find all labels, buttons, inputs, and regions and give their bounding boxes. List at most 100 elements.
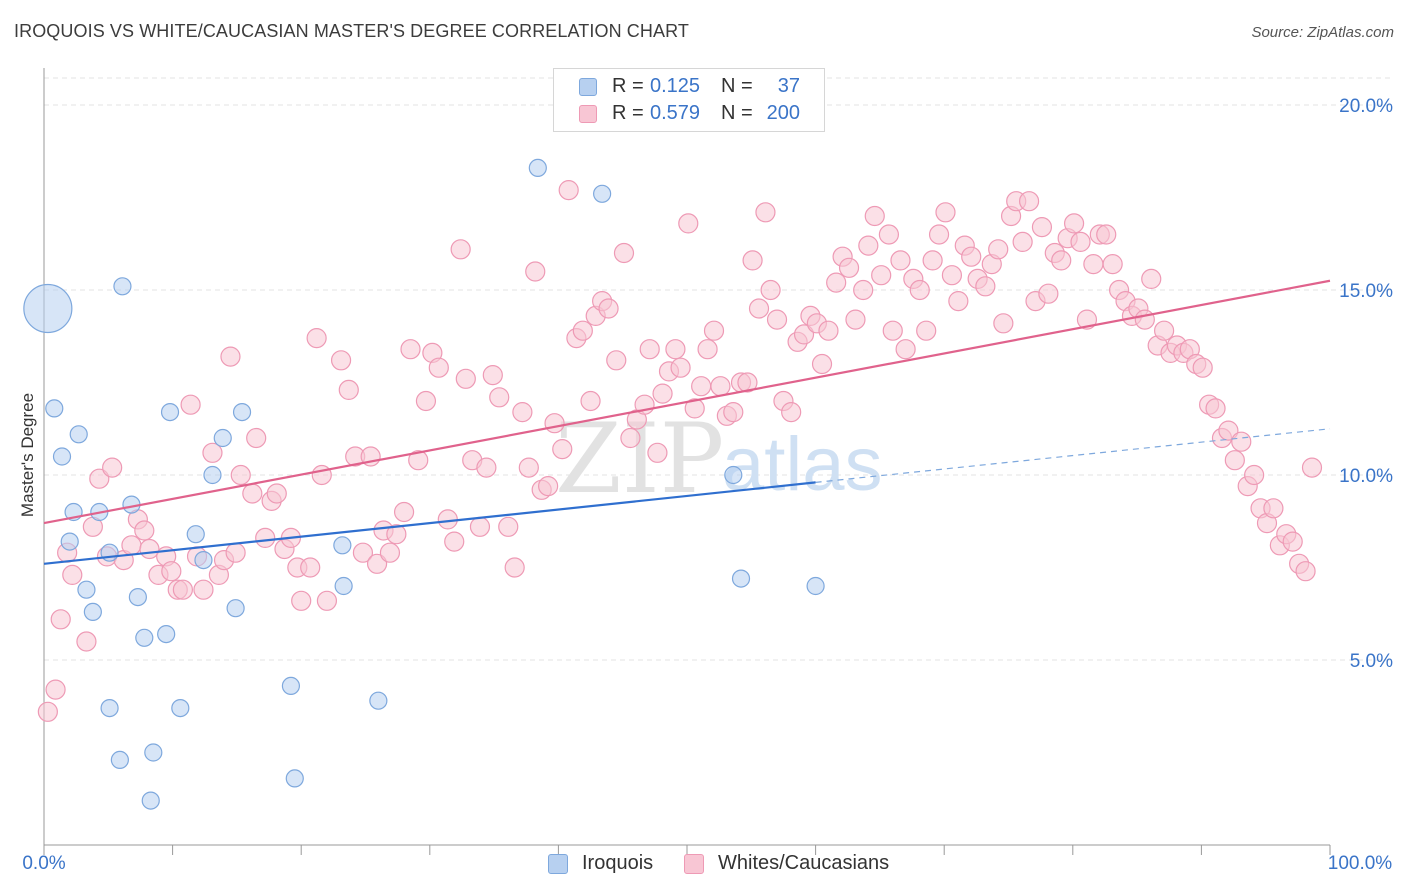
legend-swatch-iroquois: [579, 78, 597, 96]
data-point: [171, 698, 190, 718]
data-point: [935, 202, 956, 223]
data-point: [845, 309, 866, 330]
data-point: [455, 368, 476, 389]
data-point: [1102, 254, 1123, 275]
data-point: [665, 339, 686, 360]
bottom-legend-label-whites: Whites/Caucasians: [718, 852, 890, 874]
data-point: [144, 743, 163, 762]
data-point: [393, 501, 415, 523]
data-point: [333, 536, 352, 555]
data-point: [172, 579, 193, 600]
data-point: [1076, 309, 1098, 330]
data-point: [285, 769, 304, 788]
chart-title: IROQUOIS VS WHITE/CAUCASIAN MASTER'S DEG…: [14, 21, 689, 41]
data-point: [806, 576, 825, 596]
bottom-legend-swatch-whites: [684, 854, 704, 874]
data-point: [1063, 213, 1085, 234]
data-point: [77, 580, 96, 599]
data-point: [255, 527, 276, 549]
data-point: [1282, 531, 1303, 552]
data-point: [613, 242, 635, 264]
data-point: [428, 357, 449, 378]
data-point: [386, 524, 407, 545]
data-point: [697, 339, 718, 360]
data-point: [225, 542, 246, 563]
legend-row-whites: R = 0.579 N = 200: [554, 101, 824, 127]
data-point: [781, 402, 802, 423]
data-point: [242, 483, 263, 504]
data-point: [444, 531, 465, 552]
data-point: [45, 399, 64, 418]
data-point: [334, 576, 353, 596]
data-point: [102, 457, 123, 478]
data-point: [100, 698, 119, 718]
data-point: [678, 213, 699, 234]
data-point: [826, 272, 847, 293]
data-point: [691, 376, 712, 397]
data-point: [203, 465, 222, 485]
data-point: [1301, 457, 1323, 478]
data-point: [606, 350, 627, 371]
data-point: [62, 564, 83, 586]
y-tick-label: 15.0%: [1339, 281, 1393, 302]
bottom-legend-swatch-iroquois: [548, 854, 568, 874]
watermark-atlas: atlas: [722, 422, 883, 507]
data-point: [948, 291, 969, 312]
data-point: [1051, 250, 1072, 271]
data-point: [1244, 464, 1265, 486]
data-point: [50, 609, 71, 630]
data-point: [652, 383, 673, 404]
data-point: [482, 365, 503, 386]
data-point: [1070, 231, 1091, 252]
legend-swatch-whites: [579, 105, 597, 123]
legend-r-label: R =: [612, 102, 644, 124]
data-point: [811, 353, 833, 375]
data-point: [194, 550, 213, 570]
data-point: [853, 279, 874, 301]
data-point: [469, 516, 491, 537]
data-point: [975, 276, 996, 297]
data-point: [1018, 191, 1040, 212]
data-point: [311, 464, 332, 486]
data-point: [291, 590, 312, 611]
data-point: [128, 587, 147, 607]
data-point: [316, 590, 338, 611]
x-tick-label-min: 0.0%: [22, 853, 65, 874]
data-point: [161, 561, 182, 582]
data-point: [916, 320, 937, 341]
y-tick-label: 5.0%: [1350, 651, 1393, 672]
data-point: [1295, 561, 1316, 582]
data-point: [988, 239, 1009, 260]
data-point: [552, 439, 573, 460]
data-point: [37, 701, 58, 722]
data-point: [620, 427, 641, 449]
data-point: [134, 520, 155, 541]
data-point: [1038, 283, 1059, 304]
data-point: [818, 320, 839, 341]
data-point: [538, 476, 559, 497]
data-point: [121, 535, 142, 556]
data-point: [760, 279, 781, 301]
data-point: [928, 224, 950, 245]
legend-r-label: R =: [612, 75, 644, 97]
data-point: [1134, 309, 1155, 330]
data-point: [766, 309, 788, 330]
data-point: [113, 277, 132, 296]
data-point: [593, 184, 612, 203]
data-point: [890, 250, 911, 271]
data-point: [703, 320, 725, 341]
data-point: [489, 387, 510, 408]
data-point: [369, 691, 388, 710]
data-point: [180, 394, 201, 415]
data-point: [525, 261, 546, 282]
data-point: [281, 676, 301, 696]
data-point: [76, 631, 97, 652]
data-point: [135, 628, 154, 647]
data-point: [512, 402, 533, 423]
data-point: [379, 542, 401, 563]
series-whites-caucasians-points: [37, 180, 1323, 722]
data-point: [366, 553, 388, 574]
data-point: [1083, 254, 1104, 275]
data-point: [1231, 431, 1252, 452]
trend-line-iroquois-extension: [815, 428, 1331, 483]
